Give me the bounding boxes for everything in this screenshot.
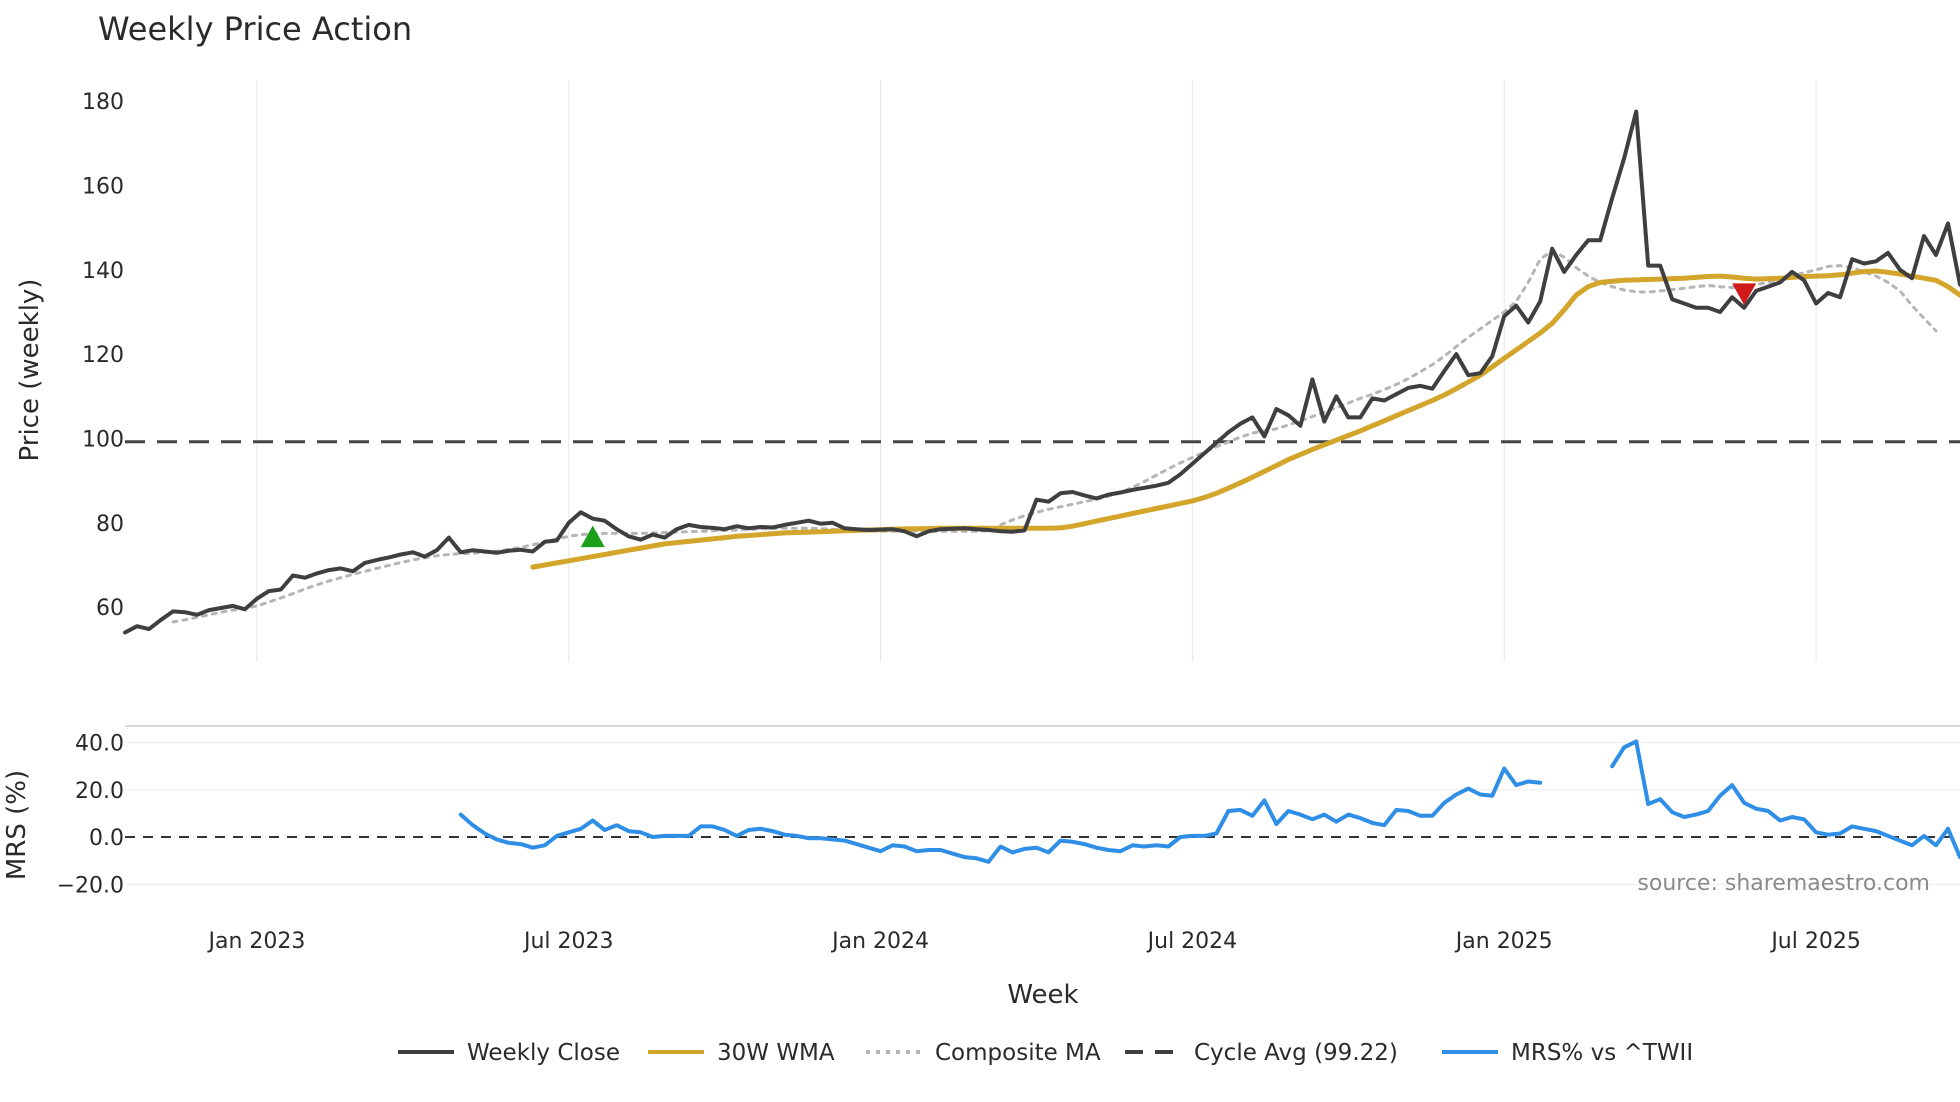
wma-30w-line xyxy=(530,268,1960,570)
legend-label: Composite MA xyxy=(935,1040,1101,1066)
buy-signal-marker xyxy=(580,525,605,548)
weekly-close-line xyxy=(123,109,1960,635)
x-tick-label: Jul 2024 xyxy=(1146,929,1238,954)
chart-title: Weekly Price Action xyxy=(98,10,412,48)
mrs-y-axis-title: MRS (%) xyxy=(2,770,32,880)
x-tick-label: Jul 2025 xyxy=(1769,929,1861,954)
price-y-tick-label: 140 xyxy=(82,259,124,284)
legend-label: Cycle Avg (99.22) xyxy=(1194,1040,1398,1066)
chart-legend: Weekly Close 30W WMA Composite MA Cycle Avg… xyxy=(398,1040,1693,1066)
mrs-y-tick-label: 20.0 xyxy=(75,779,124,804)
mrs-line-segment xyxy=(1610,739,1960,860)
price-panel-grid xyxy=(256,80,1817,662)
price-y-tick-label: 80 xyxy=(96,512,124,537)
source-credit: source: sharemaestro.com xyxy=(1637,871,1930,896)
x-tick-label: Jul 2023 xyxy=(522,929,614,954)
price-y-tick-label: 100 xyxy=(82,427,124,452)
x-tick-label: Jan 2024 xyxy=(830,929,929,954)
x-tick-label: Jan 2025 xyxy=(1454,929,1553,954)
price-y-tick-label: 120 xyxy=(82,343,124,368)
price-y-axis-title: Price (weekly) xyxy=(15,279,45,462)
mrs-line-segment xyxy=(458,766,1543,864)
x-axis-title: Week xyxy=(1007,980,1078,1010)
price-y-tick-label: 160 xyxy=(82,174,124,199)
price-panel-series xyxy=(123,109,1960,635)
axis-labels: Jan 2023 Jul 2023 Jan 2024 Jul 2024 Jan 2025… xyxy=(57,90,1861,954)
composite-ma-line xyxy=(171,249,1938,624)
price-y-tick-label: 60 xyxy=(96,596,124,621)
mrs-y-tick-label: 40.0 xyxy=(75,732,124,757)
mrs-panel-grid xyxy=(125,725,1960,885)
legend-label: Weekly Close xyxy=(467,1040,620,1066)
sell-signal-marker xyxy=(1732,283,1757,305)
mrs-y-tick-label: 0.0 xyxy=(89,826,124,851)
x-tick-label: Jan 2023 xyxy=(206,929,305,954)
price-y-tick-label: 180 xyxy=(82,90,124,115)
mrs-panel-series xyxy=(458,739,1960,864)
mrs-y-tick-label: −20.0 xyxy=(57,873,124,898)
legend-label: 30W WMA xyxy=(717,1040,835,1066)
legend-label: MRS% vs ^TWII xyxy=(1511,1040,1693,1066)
